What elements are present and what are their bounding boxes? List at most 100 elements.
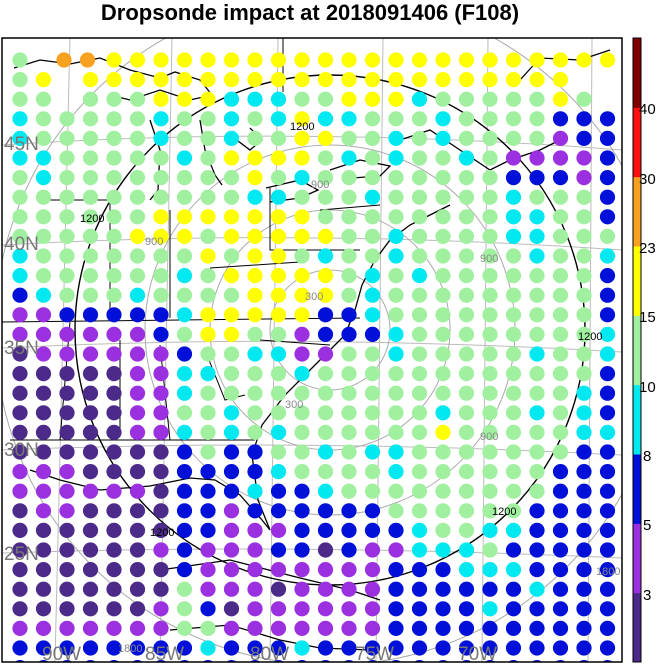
impact-dot xyxy=(411,346,428,362)
impact-dot xyxy=(458,405,475,421)
impact-dot xyxy=(129,620,146,637)
impact-dot xyxy=(129,542,146,558)
impact-dot xyxy=(599,111,616,127)
impact-dot xyxy=(317,483,334,499)
impact-dot xyxy=(176,424,193,440)
impact-dot xyxy=(364,640,381,656)
lon-label-75w: 75W xyxy=(355,644,394,664)
impact-dot xyxy=(552,405,569,421)
impact-dot xyxy=(106,346,122,362)
impact-dot xyxy=(411,405,428,421)
colorbar-label-8: 8 xyxy=(643,448,651,465)
impact-dot xyxy=(35,581,52,597)
impact-dot xyxy=(341,111,357,127)
impact-dot xyxy=(435,562,451,578)
colorbar-segment xyxy=(633,315,641,386)
impact-dot xyxy=(129,248,146,264)
impact-dot xyxy=(341,170,357,186)
impact-dot xyxy=(200,503,216,519)
impact-dot xyxy=(552,483,569,499)
impact-dot xyxy=(341,189,357,205)
impact-dot xyxy=(129,91,146,107)
impact-dot xyxy=(435,581,451,597)
impact-dot xyxy=(247,111,263,127)
impact-dot xyxy=(223,562,240,578)
impact-dot xyxy=(153,405,169,421)
impact-dot xyxy=(482,640,498,656)
impact-dot xyxy=(82,170,99,186)
impact-dot xyxy=(599,248,616,264)
colorbar-segment xyxy=(633,176,641,247)
impact-dot xyxy=(482,170,498,186)
impact-dot xyxy=(59,522,75,539)
impact-dot xyxy=(529,385,545,401)
impact-dot xyxy=(176,503,193,519)
impact-dot xyxy=(294,307,310,323)
impact-dot xyxy=(388,444,404,460)
impact-dot xyxy=(294,483,310,499)
impact-dot xyxy=(270,52,287,68)
impact-dot xyxy=(317,268,334,284)
impact-dot xyxy=(576,640,592,656)
impact-dot xyxy=(576,248,592,264)
impact-dot xyxy=(129,581,146,597)
ring-label-1800a: 1800 xyxy=(596,566,620,578)
impact-dot xyxy=(341,503,357,519)
impact-dot xyxy=(458,601,475,617)
impact-dot xyxy=(12,483,28,499)
colorbar-frame xyxy=(632,37,642,663)
impact-dot xyxy=(106,287,122,303)
impact-dot xyxy=(552,542,569,558)
impact-dot xyxy=(35,483,52,499)
impact-dot xyxy=(411,464,428,480)
impact-dot xyxy=(176,209,193,225)
impact-dot xyxy=(576,464,592,480)
impact-dot xyxy=(129,601,146,617)
lon-label-90w: 90W xyxy=(42,644,81,664)
impact-dot xyxy=(247,52,263,68)
longitude-labels: 90W 85W 80W 75W 70W xyxy=(42,644,497,664)
impact-dot xyxy=(294,464,310,480)
impact-dot xyxy=(505,346,522,362)
impact-dot xyxy=(317,72,334,88)
impact-dot xyxy=(270,640,287,656)
impact-dot xyxy=(200,620,216,637)
impact-dot xyxy=(341,130,357,146)
impact-dot xyxy=(482,72,498,88)
impact-dot xyxy=(435,287,451,303)
impact-dot xyxy=(106,307,122,323)
lat-label-30n: 30N xyxy=(4,440,39,461)
impact-dot xyxy=(294,72,310,88)
impact-dot xyxy=(12,72,28,88)
impact-dot xyxy=(529,640,545,656)
impact-dot xyxy=(12,91,28,107)
impact-dot xyxy=(82,385,99,401)
impact-dot xyxy=(200,483,216,499)
impact-dot xyxy=(458,366,475,382)
impact-dot xyxy=(364,444,381,460)
impact-dot xyxy=(388,346,404,362)
impact-dot xyxy=(129,326,146,342)
impact-dot xyxy=(35,170,52,186)
impact-dot xyxy=(223,209,240,225)
impact-dot xyxy=(176,170,193,186)
impact-dot xyxy=(411,326,428,342)
impact-dot xyxy=(223,424,240,440)
impact-dot xyxy=(435,346,451,362)
impact-dot xyxy=(458,189,475,205)
colorbar-label-23: 23 xyxy=(639,240,656,257)
impact-dot xyxy=(270,503,287,519)
impact-dot xyxy=(82,287,99,303)
impact-dot xyxy=(435,464,451,480)
impact-dot xyxy=(317,209,334,225)
colorbar-segment xyxy=(633,38,641,108)
impact-dot xyxy=(176,581,193,597)
impact-dot xyxy=(576,581,592,597)
impact-dot xyxy=(82,503,99,519)
impact-dot xyxy=(270,150,287,166)
impact-dot xyxy=(411,581,428,597)
impact-dot xyxy=(82,326,99,342)
impact-dot xyxy=(294,326,310,342)
impact-dot xyxy=(82,542,99,558)
impact-dot xyxy=(294,170,310,186)
